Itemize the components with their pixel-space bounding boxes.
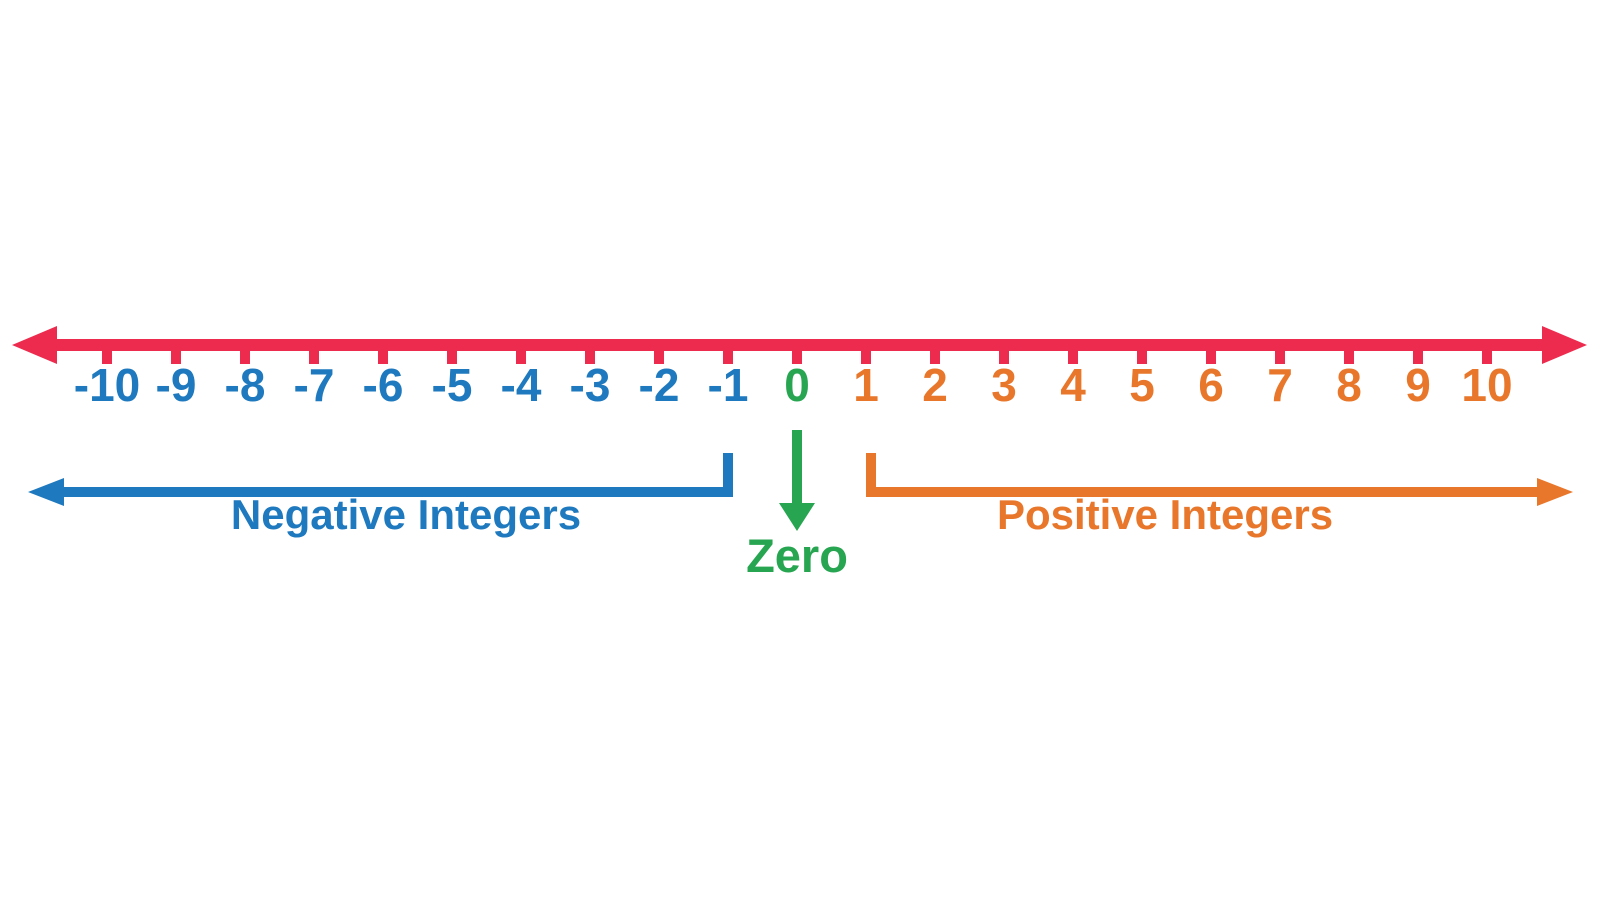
tick--9	[171, 345, 181, 364]
tick-8	[1344, 345, 1354, 364]
number-label-10: 10	[1461, 359, 1513, 411]
number-label--9: -9	[155, 359, 197, 411]
tick-10	[1482, 345, 1492, 364]
number-label--2: -2	[638, 359, 680, 411]
number-label-9: 9	[1405, 359, 1431, 411]
number-label-2: 2	[922, 359, 948, 411]
tick--2	[654, 345, 664, 364]
tick-5	[1137, 345, 1147, 364]
number-label-1: 1	[853, 359, 879, 411]
tick--4	[516, 345, 526, 364]
zero-label: Zero	[746, 529, 848, 582]
tick-2	[930, 345, 940, 364]
number-label--6: -6	[362, 359, 404, 411]
tick-9	[1413, 345, 1423, 364]
negative-range-end-bracket	[723, 453, 733, 497]
number-label-6: 6	[1198, 359, 1224, 411]
tick--6	[378, 345, 388, 364]
positive-integers-label: Positive Integers	[996, 491, 1334, 538]
tick--1	[723, 345, 733, 364]
number-label-7: 7	[1267, 359, 1293, 411]
tick--3	[585, 345, 595, 364]
number-label--3: -3	[569, 359, 611, 411]
number-label--5: -5	[431, 359, 473, 411]
number-label-4: 4	[1060, 359, 1086, 411]
negative-arrowhead-left-icon	[28, 478, 64, 506]
number-label-3: 3	[991, 359, 1017, 411]
tick-1	[861, 345, 871, 364]
tick--10	[102, 345, 112, 364]
number-label--8: -8	[224, 359, 266, 411]
tick--5	[447, 345, 457, 364]
number-label--1: -1	[707, 359, 749, 411]
tick--8	[240, 345, 250, 364]
zero-arrow-shaft	[792, 430, 802, 504]
zero-arrowhead-down-icon	[779, 503, 815, 531]
tick-3	[999, 345, 1009, 364]
negative-range-bar	[60, 487, 733, 497]
line-arrowhead-right-icon	[1542, 326, 1587, 364]
tick-0	[792, 345, 802, 364]
number-label-0: 0	[784, 359, 810, 411]
tick--7	[309, 345, 319, 364]
tick-4	[1068, 345, 1078, 364]
positive-range-end-bracket	[866, 453, 876, 497]
negative-integers-label: Negative Integers	[230, 491, 582, 538]
tick-6	[1206, 345, 1216, 364]
number-label--10: -10	[73, 359, 141, 411]
positive-range-bar	[866, 487, 1540, 497]
number-label--4: -4	[500, 359, 542, 411]
number-label--7: -7	[293, 359, 335, 411]
tick-7	[1275, 345, 1285, 364]
positive-arrowhead-right-icon	[1537, 478, 1573, 506]
number-label-5: 5	[1129, 359, 1155, 411]
number-label-8: 8	[1336, 359, 1362, 411]
